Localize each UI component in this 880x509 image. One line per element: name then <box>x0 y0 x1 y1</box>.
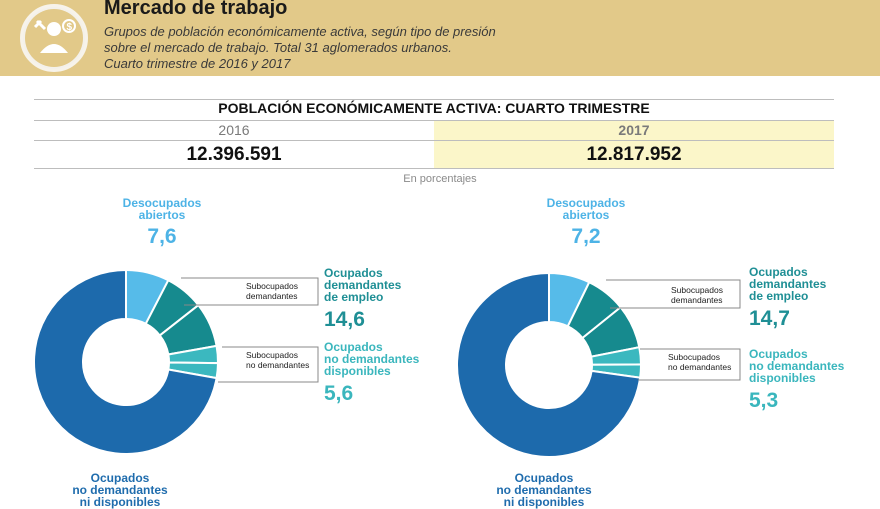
value-ocup-dem-2017: 14,7 <box>749 307 790 330</box>
label-sub-nodem-2017: Subocupados no demandantes <box>668 352 732 372</box>
page-title: Mercado de trabajo <box>104 0 288 19</box>
value-desocupados-2017: 7,2 <box>571 225 601 248</box>
callout-line <box>181 277 319 306</box>
callout-lines <box>181 277 741 383</box>
year-2016: 2016 <box>218 122 250 138</box>
subtitle-line-1: Grupos de población económicamente activ… <box>104 24 496 39</box>
units-note: En porcentajes <box>403 173 477 185</box>
subtitle-line-3: Cuarto trimestre de 2016 y 2017 <box>104 56 291 71</box>
value-ocup-dem-2016: 14,6 <box>324 308 365 331</box>
label-sub-dem-2017: Subocupados demandantes <box>671 285 723 305</box>
callout-line <box>638 348 741 381</box>
header-banner: $ Mercado de trabajo Grupos de población… <box>0 0 880 76</box>
table-rule <box>34 120 834 121</box>
label-ocup-dem-2017: Ocupados demandantes de empleo <box>749 265 827 303</box>
total-2017: 12.817.952 <box>434 141 834 168</box>
total-2016: 12.396.591 <box>186 144 282 165</box>
svg-text:$: $ <box>67 22 73 33</box>
label-ocup-nodem-disp-2017: Ocupados no demandantes disponibles <box>749 347 845 385</box>
table-rule <box>34 140 834 141</box>
worker-money-icon: $ <box>20 4 88 72</box>
label-ocup-nodem-disp-2016: Ocupados no demandantes disponibles <box>324 340 420 378</box>
callout-line <box>218 346 319 383</box>
label-sub-dem-2016: Subocupados demandantes <box>246 281 298 301</box>
label-ocup-dem-2016: Ocupados demandantes de empleo <box>324 266 402 304</box>
slice-ocup-nodem-nidisp <box>33 268 218 455</box>
table-title: POBLACIÓN ECONÓMICAMENTE ACTIVA: CUARTO … <box>218 100 650 116</box>
table-top-rule <box>34 99 834 100</box>
value-ocup-nodem-disp-2016: 5,6 <box>324 382 354 405</box>
subtitle-line-2: sobre el mercado de trabajo. Total 31 ag… <box>104 40 452 55</box>
value-desocupados-2016: 7,6 <box>147 225 177 248</box>
label-sub-nodem-2016: Subocupados no demandantes <box>246 350 310 370</box>
slice-ocup-nodem-nidisp <box>456 271 642 458</box>
value-ocup-nodem-disp-2017: 5,3 <box>749 389 779 412</box>
donut-2016 <box>33 268 220 455</box>
table-bottom-rule <box>34 168 834 169</box>
donut-2017 <box>456 271 643 458</box>
label-ocup-nodem-nidisp-2017: Ocupados no demandantes ni disponibles <box>496 471 592 509</box>
label-desocupados-2017: Desocupados abiertos <box>546 196 626 222</box>
callout-line <box>606 279 741 309</box>
label-desocupados-2016: Desocupados abiertos <box>122 196 202 222</box>
label-ocup-nodem-nidisp-2016: Ocupados no demandantes ni disponibles <box>72 471 168 509</box>
year-2017: 2017 <box>434 121 834 140</box>
